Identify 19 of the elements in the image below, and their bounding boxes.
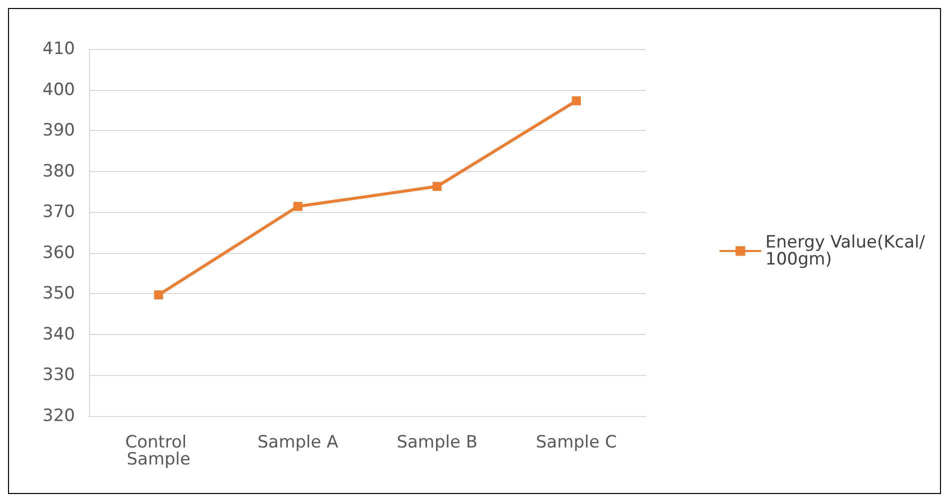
y-tick-label: 380: [42, 161, 75, 182]
y-tick-label: 340: [42, 324, 75, 344]
y-tick-label: 390: [42, 120, 75, 141]
legend-label: Energy Value(Kcal/100gm): [765, 232, 926, 270]
y-tick-label: 330: [42, 365, 75, 386]
point: [572, 96, 581, 106]
y-tick-label: 400: [42, 80, 75, 100]
point: [154, 290, 164, 300]
x-tick-label: Sample B: [396, 432, 478, 452]
point: [293, 202, 302, 211]
y-tick-label: 350: [42, 284, 75, 304]
x-tick-label: Control Sample: [125, 432, 192, 470]
y-tick-label: 320: [42, 406, 75, 426]
y-tick-label: 370: [42, 202, 75, 222]
x-tick-label: Sample C: [536, 432, 617, 452]
point: [432, 182, 442, 191]
y-tick-label: 360: [42, 242, 75, 263]
y-tick-label: 410: [42, 39, 75, 59]
x-tick-label: Sample A: [257, 432, 339, 452]
